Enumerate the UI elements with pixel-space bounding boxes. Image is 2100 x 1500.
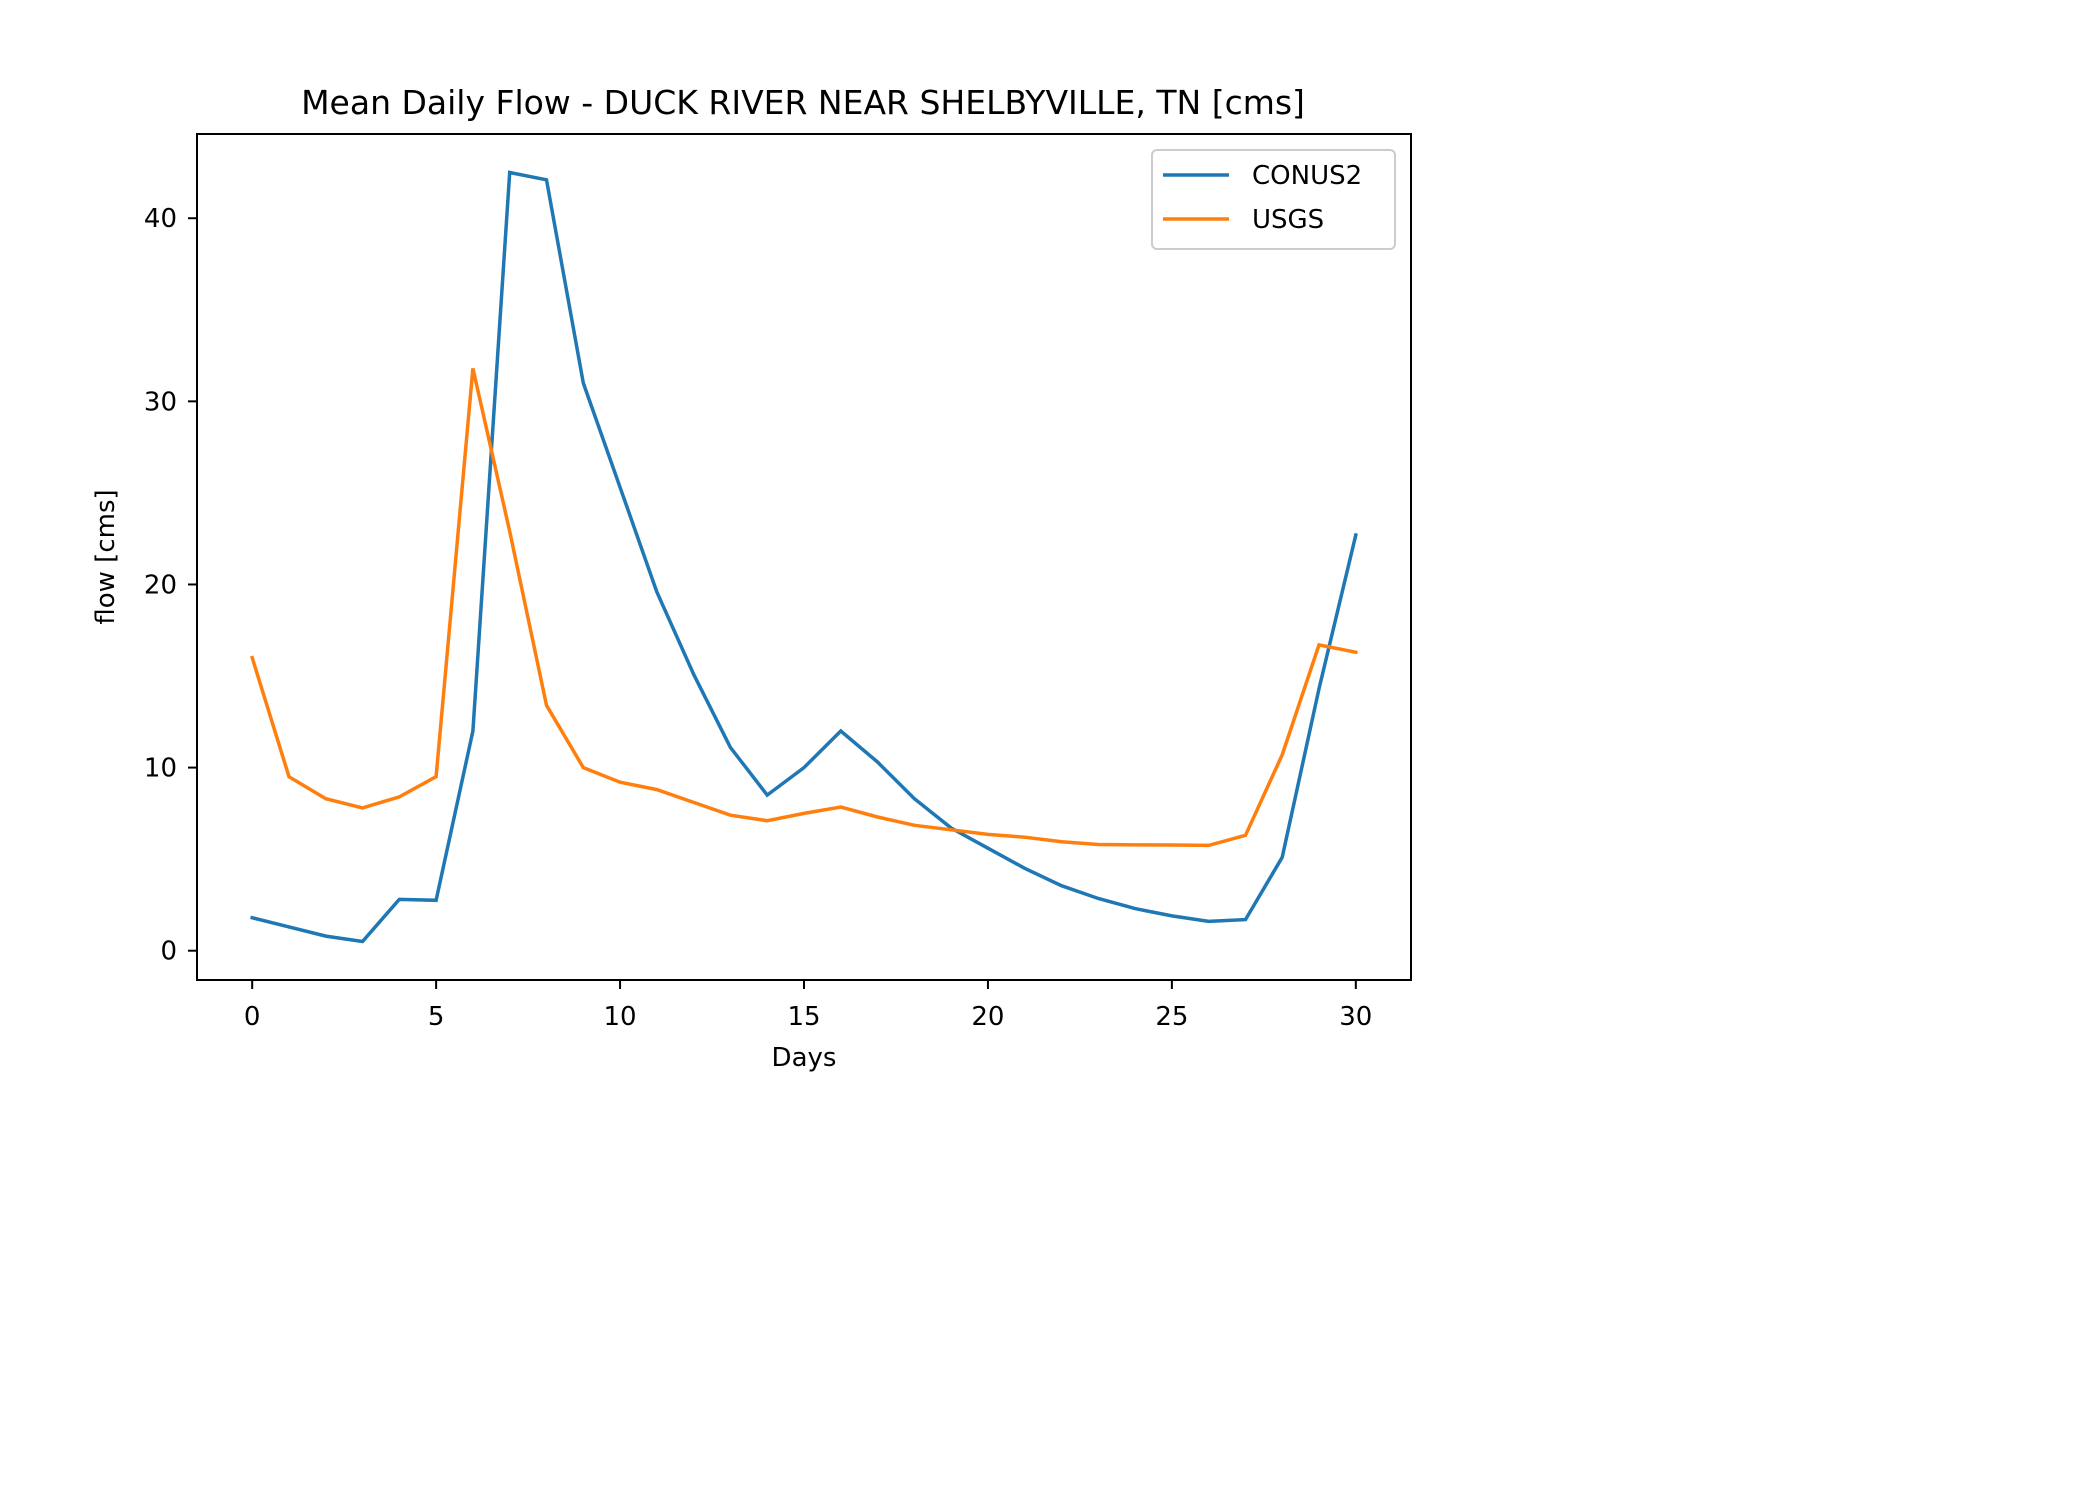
y-tick-label: 10: [144, 754, 177, 784]
plot-area: [250, 170, 1358, 944]
y-tick-label: 30: [144, 387, 177, 417]
x-axis-label: Days: [772, 1043, 837, 1073]
series-line-usgs: [250, 368, 1358, 848]
x-tick-label: 5: [428, 1002, 445, 1032]
x-tick-label: 15: [787, 1002, 820, 1032]
legend: CONUS2 USGS: [1151, 149, 1396, 250]
y-axis-ticks: 0 10 20 30 40: [144, 204, 197, 967]
x-tick-label: 0: [244, 1002, 261, 1032]
y-tick-label: 40: [144, 204, 177, 234]
x-tick-label: 30: [1339, 1002, 1372, 1032]
line-chart: Mean Daily Flow - DUCK RIVER NEAR SHELBY…: [91, 83, 1412, 1073]
x-tick-label: 25: [1155, 1002, 1188, 1032]
chart-title: Mean Daily Flow - DUCK RIVER NEAR SHELBY…: [301, 83, 1305, 122]
y-axis-label: flow [cms]: [91, 489, 121, 624]
axes-frame: [196, 133, 1412, 981]
legend-label-usgs: USGS: [1252, 205, 1324, 235]
x-axis-ticks: 0 5 10 15 20 25 30: [244, 980, 1372, 1032]
legend-label-conus2: CONUS2: [1252, 161, 1362, 191]
x-tick-label: 20: [971, 1002, 1004, 1032]
x-tick-label: 10: [604, 1002, 637, 1032]
y-tick-label: 20: [144, 570, 177, 600]
series-line-conus2: [250, 170, 1358, 944]
y-tick-label: 0: [160, 937, 177, 967]
